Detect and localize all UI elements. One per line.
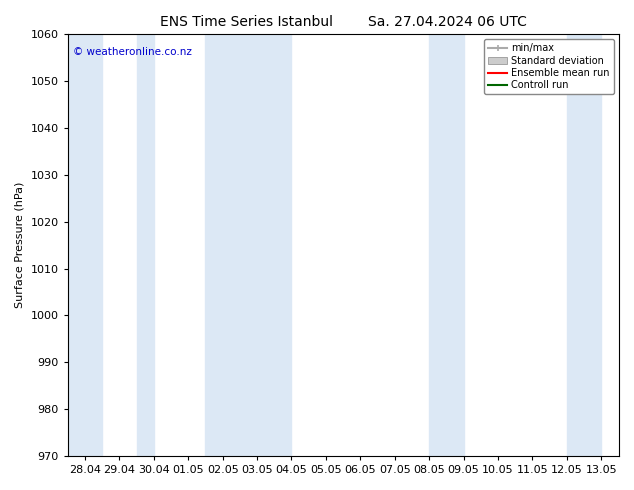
Bar [136, 34, 154, 456]
Text: © weatheronline.co.nz: © weatheronline.co.nz [73, 47, 192, 57]
Bar [567, 34, 601, 456]
Legend: min/max, Standard deviation, Ensemble mean run, Controll run: min/max, Standard deviation, Ensemble me… [484, 39, 614, 94]
Bar [68, 34, 102, 456]
Title: ENS Time Series Istanbul        Sa. 27.04.2024 06 UTC: ENS Time Series Istanbul Sa. 27.04.2024 … [160, 15, 527, 29]
Bar [429, 34, 463, 456]
Bar [205, 34, 292, 456]
Y-axis label: Surface Pressure (hPa): Surface Pressure (hPa) [15, 182, 25, 308]
